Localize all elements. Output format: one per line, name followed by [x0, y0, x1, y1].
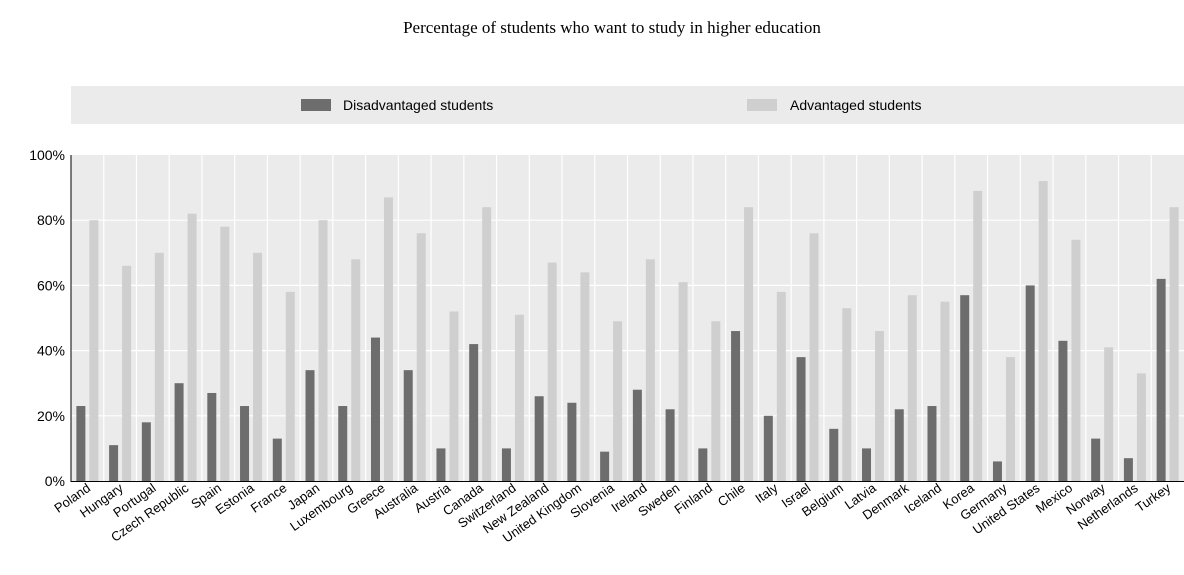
- bar-disadvantaged-poland: [76, 406, 86, 481]
- bar-advantaged-slovenia: [613, 321, 623, 481]
- y-axis-ticks: 0% 20% 40% 60% 80% 100%: [29, 147, 65, 489]
- y-tick-label: 40%: [37, 343, 65, 359]
- bar-disadvantaged-ireland: [632, 389, 642, 481]
- bar-disadvantaged-norway: [1091, 438, 1101, 481]
- legend-swatch-advantaged: [747, 99, 777, 111]
- bar-advantaged-sweden: [678, 282, 688, 481]
- bar-disadvantaged-hungary: [109, 445, 119, 481]
- bar-advantaged-italy: [776, 291, 786, 481]
- bar-disadvantaged-netherlands: [1123, 458, 1133, 481]
- bar-disadvantaged-new-zealand: [534, 396, 544, 481]
- bar-advantaged-latvia: [875, 331, 885, 481]
- x-tick-label: Finland: [672, 480, 716, 517]
- x-tick-label: Estonia: [213, 480, 258, 518]
- legend-label-disadvantaged: Disadvantaged students: [343, 97, 493, 113]
- x-tick-label: Iceland: [901, 480, 944, 516]
- y-tick-label: 60%: [37, 277, 65, 293]
- bar-disadvantaged-united-states: [1025, 285, 1035, 481]
- bar-advantaged-poland: [89, 220, 99, 481]
- x-tick-label: Turkey: [1133, 480, 1174, 515]
- bar-advantaged-canada: [482, 207, 492, 481]
- bar-advantaged-ireland: [645, 259, 655, 481]
- bar-disadvantaged-belgium: [829, 428, 839, 481]
- chart-title: Percentage of students who want to study…: [403, 18, 821, 37]
- x-tick-label: Chile: [715, 480, 748, 509]
- bar-advantaged-france: [285, 291, 295, 481]
- bar-disadvantaged-mexico: [1058, 340, 1068, 481]
- legend: Disadvantaged students Advantaged studen…: [71, 86, 1184, 124]
- bar-disadvantaged-denmark: [894, 409, 904, 481]
- bar-advantaged-israel: [809, 233, 819, 481]
- bar-disadvantaged-israel: [796, 357, 806, 481]
- bar-disadvantaged-estonia: [240, 406, 250, 481]
- bar-disadvantaged-iceland: [927, 406, 937, 481]
- bar-disadvantaged-japan: [305, 370, 315, 481]
- bar-advantaged-greece: [383, 197, 393, 481]
- bar-disadvantaged-finland: [698, 448, 708, 481]
- y-tick-label: 100%: [29, 147, 65, 163]
- bar-disadvantaged-austria: [436, 448, 446, 481]
- bar-advantaged-switzerland: [514, 314, 524, 481]
- bar-disadvantaged-portugal: [141, 422, 151, 481]
- bar-advantaged-estonia: [253, 252, 263, 481]
- bar-disadvantaged-canada: [469, 344, 479, 481]
- bar-advantaged-luxembourg: [351, 259, 361, 481]
- bar-advantaged-mexico: [1071, 239, 1081, 481]
- bar-advantaged-japan: [318, 220, 328, 481]
- bar-advantaged-finland: [711, 321, 721, 481]
- bar-advantaged-portugal: [154, 252, 164, 481]
- legend-box: [71, 86, 1184, 124]
- bar-disadvantaged-slovenia: [600, 451, 610, 481]
- bar-advantaged-germany: [1005, 357, 1015, 481]
- legend-swatch-disadvantaged: [301, 99, 331, 111]
- bar-advantaged-denmark: [907, 295, 917, 481]
- bar-disadvantaged-chile: [731, 331, 741, 481]
- bar-disadvantaged-france: [272, 438, 282, 481]
- bar-advantaged-turkey: [1169, 207, 1179, 481]
- bars: [76, 181, 1179, 482]
- bar-disadvantaged-italy: [763, 415, 773, 481]
- bar-disadvantaged-korea: [960, 295, 970, 481]
- bar-advantaged-iceland: [940, 301, 950, 481]
- bar-advantaged-belgium: [842, 308, 852, 481]
- bar-advantaged-new-zealand: [547, 262, 557, 481]
- bar-disadvantaged-sweden: [665, 409, 675, 481]
- bar-advantaged-norway: [1104, 347, 1114, 481]
- x-tick-label: France: [248, 480, 290, 515]
- bar-advantaged-czech-republic: [187, 213, 197, 481]
- y-tick-label: 80%: [37, 212, 65, 228]
- x-tick-label: Italy: [752, 480, 781, 506]
- bar-advantaged-korea: [973, 190, 983, 482]
- bar-disadvantaged-latvia: [862, 448, 872, 481]
- bar-disadvantaged-switzerland: [501, 448, 511, 481]
- bar-disadvantaged-luxembourg: [338, 406, 348, 481]
- legend-label-advantaged: Advantaged students: [790, 97, 922, 113]
- y-tick-label: 0%: [45, 473, 65, 489]
- y-tick-label: 20%: [37, 408, 65, 424]
- bar-disadvantaged-greece: [370, 337, 380, 481]
- bar-disadvantaged-czech-republic: [174, 383, 184, 481]
- bar-disadvantaged-turkey: [1156, 278, 1166, 481]
- bar-disadvantaged-united-kingdom: [567, 402, 577, 481]
- bar-advantaged-netherlands: [1136, 373, 1146, 481]
- bar-advantaged-spain: [220, 226, 230, 481]
- bar-advantaged-chile: [744, 207, 754, 481]
- bar-advantaged-australia: [416, 233, 426, 481]
- bar-advantaged-hungary: [122, 265, 132, 481]
- bar-disadvantaged-germany: [992, 461, 1002, 481]
- bar-advantaged-austria: [449, 311, 459, 481]
- bar-advantaged-united-states: [1038, 181, 1048, 481]
- bar-disadvantaged-spain: [207, 392, 217, 481]
- bar-disadvantaged-australia: [403, 370, 413, 481]
- bar-advantaged-united-kingdom: [580, 272, 590, 481]
